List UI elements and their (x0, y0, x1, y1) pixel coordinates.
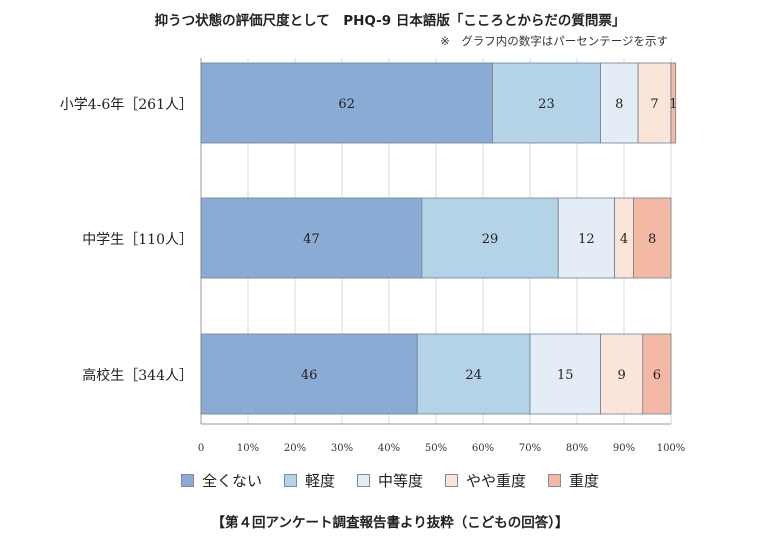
data-label: 15 (557, 368, 574, 383)
data-label: 23 (538, 97, 555, 112)
bar-segment (491, 62, 601, 144)
x-tick-label: 50% (425, 443, 447, 454)
bar-segment (670, 62, 677, 144)
chart-note: ※ グラフ内の数字はパーセンテージを示す (440, 34, 668, 48)
data-label: 6 (653, 368, 661, 383)
legend-label: 重度 (569, 472, 600, 490)
legend-label: 軽度 (304, 472, 335, 490)
legend-swatch (548, 474, 562, 487)
data-label: 47 (303, 232, 320, 247)
data-label: 4 (620, 232, 628, 247)
x-tick-label: 90% (613, 443, 635, 454)
bar-segment (642, 333, 672, 415)
data-label: 8 (648, 232, 656, 247)
x-tick-label: 60% (472, 443, 494, 454)
data-label: 9 (618, 368, 626, 383)
bar-segment (557, 197, 616, 279)
legend-item: 重度 (548, 470, 599, 491)
bar-segment (600, 333, 644, 415)
source-caption: 【第４回アンケート調査報告書より抜粋（こどもの回答）】 (211, 515, 569, 531)
x-tick-label: 100% (657, 443, 686, 454)
legend-item: 軽度 (283, 470, 335, 491)
bar-segment (529, 333, 601, 415)
x-tick-label: 30% (331, 443, 353, 454)
category-label: 高校生［344人］ (82, 367, 193, 384)
legend-swatch (445, 474, 458, 487)
bar-segment (637, 62, 672, 144)
data-label: 46 (301, 368, 318, 383)
data-label: 12 (578, 232, 595, 247)
bar-segment (200, 333, 418, 415)
category-label: 中学生［110人］ (82, 232, 193, 248)
data-label: 1 (669, 97, 677, 112)
legend-swatch (180, 474, 194, 487)
legend-swatch (356, 474, 370, 487)
legend-item: 全くない (180, 470, 262, 491)
data-label: 29 (482, 232, 499, 247)
legend-item: やや重度 (445, 470, 526, 491)
category-label: 小学4-6年［261人］ (60, 97, 193, 113)
data-label: 7 (650, 97, 658, 112)
x-tick-label: 70% (519, 443, 541, 454)
data-label: 62 (338, 97, 355, 112)
x-tick-label: 40% (378, 443, 400, 454)
legend-item: 中等度 (356, 470, 423, 491)
data-label: 8 (615, 97, 623, 112)
legend-label: 全くない (201, 472, 262, 490)
chart-legend: 全くない 軽度 中等度 やや重度 重度 (0, 470, 780, 491)
stacked-bar-chart: 0 10% 20% 30% 40% 50% 60% 70% 80% 90% 100% 小学4-6年［2… (60, 58, 686, 454)
bar-segment (200, 62, 493, 144)
chart-title: 抑うつ状態の評価尺度として PHQ-9 日本語版「こころとからだの質問票」 (154, 13, 626, 29)
data-label: 24 (465, 368, 482, 383)
x-tick-label: 10% (237, 443, 259, 454)
bar-segment (421, 197, 559, 279)
bar-segment (416, 333, 531, 415)
legend-label: やや重度 (466, 472, 527, 490)
legend-label: 中等度 (377, 472, 423, 490)
x-tick-label: 80% (566, 443, 588, 454)
bar-segment (600, 62, 639, 144)
x-tick-label: 0 (198, 443, 204, 454)
x-tick-label: 20% (284, 443, 306, 454)
bar-segment (633, 197, 672, 279)
legend-swatch (283, 474, 297, 487)
